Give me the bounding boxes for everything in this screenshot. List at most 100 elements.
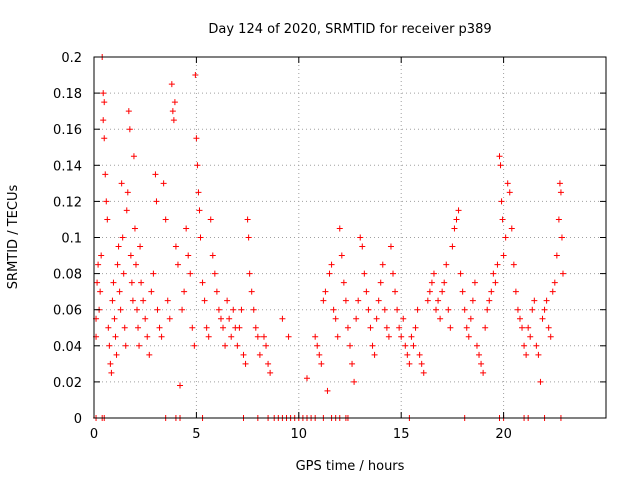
- x-tick-label: 0: [90, 427, 98, 442]
- data-point: [414, 306, 421, 313]
- data-point: [461, 306, 468, 313]
- data-point: [150, 270, 157, 277]
- data-point: [516, 315, 523, 322]
- data-point: [174, 261, 181, 268]
- data-point: [484, 306, 491, 313]
- data-point: [443, 261, 450, 268]
- data-point: [490, 270, 497, 277]
- data-point: [553, 252, 560, 259]
- data-point: [521, 342, 528, 349]
- data-point: [121, 324, 128, 331]
- data-point: [559, 270, 566, 277]
- data-point: [94, 279, 101, 286]
- data-point: [342, 297, 349, 304]
- data-point: [191, 342, 198, 349]
- y-tick-label: 0: [74, 412, 82, 427]
- data-point: [135, 324, 142, 331]
- data-point: [152, 171, 159, 178]
- data-point: [256, 351, 263, 358]
- data-point: [109, 297, 116, 304]
- data-point: [545, 324, 552, 331]
- data-point: [199, 279, 206, 286]
- data-point: [170, 117, 177, 124]
- data-point: [428, 279, 435, 286]
- data-point: [519, 324, 526, 331]
- data-point: [318, 360, 325, 367]
- data-point: [254, 333, 261, 340]
- data-point: [445, 306, 452, 313]
- data-point: [106, 342, 113, 349]
- data-point: [334, 333, 341, 340]
- data-point: [406, 360, 413, 367]
- data-point: [197, 234, 204, 241]
- data-point: [426, 288, 433, 295]
- data-point: [172, 243, 179, 250]
- data-point: [201, 297, 208, 304]
- x-axis-label: GPS time / hours: [296, 459, 405, 474]
- data-point: [463, 324, 470, 331]
- data-point: [316, 351, 323, 358]
- data-point: [330, 306, 337, 313]
- data-point: [476, 351, 483, 358]
- data-point: [344, 324, 351, 331]
- data-point: [439, 288, 446, 295]
- data-point: [189, 324, 196, 331]
- data-point: [383, 324, 390, 331]
- data-point: [467, 315, 474, 322]
- data-point: [114, 261, 121, 268]
- data-point: [451, 225, 458, 232]
- data-point: [377, 279, 384, 286]
- data-point: [215, 306, 222, 313]
- data-point: [144, 333, 151, 340]
- y-tick-label: 0.06: [53, 304, 82, 319]
- data-point: [117, 306, 124, 313]
- data-point: [230, 306, 237, 313]
- data-point: [303, 375, 310, 382]
- data-point: [367, 324, 374, 331]
- y-tick-label: 0.08: [53, 268, 82, 283]
- data-point: [123, 207, 130, 214]
- data-point: [112, 333, 119, 340]
- data-point: [154, 306, 161, 313]
- data-point: [408, 333, 415, 340]
- data-point: [110, 279, 117, 286]
- data-point: [404, 351, 411, 358]
- y-tick-label: 0.18: [53, 87, 82, 102]
- data-point: [514, 306, 521, 313]
- y-tick-label: 0.04: [53, 340, 82, 355]
- data-point: [433, 306, 440, 313]
- data-point: [379, 261, 386, 268]
- data-point: [375, 297, 382, 304]
- data-point: [371, 351, 378, 358]
- data-point: [146, 351, 153, 358]
- data-point: [351, 378, 358, 385]
- data-point: [153, 198, 160, 205]
- data-point: [207, 216, 214, 223]
- y-tick-label: 0.16: [53, 123, 82, 138]
- data-point: [224, 297, 231, 304]
- data-point: [551, 279, 558, 286]
- data-point: [234, 342, 241, 349]
- data-point: [124, 189, 131, 196]
- data-point: [104, 216, 111, 223]
- data-point: [365, 306, 372, 313]
- data-point: [555, 216, 562, 223]
- data-point: [363, 288, 370, 295]
- data-point: [185, 252, 192, 259]
- data-point: [187, 270, 194, 277]
- data-point: [166, 315, 173, 322]
- data-point: [471, 279, 478, 286]
- data-point: [459, 288, 466, 295]
- data-point: [179, 306, 186, 313]
- data-point: [373, 315, 380, 322]
- data-point: [252, 324, 259, 331]
- data-point: [125, 108, 132, 115]
- chart-title: Day 124 of 2020, SRMTID for receiver p38…: [208, 22, 491, 37]
- x-tick-label: 15: [393, 427, 410, 442]
- x-tick-label: 10: [291, 427, 308, 442]
- y-axis-label: SRMTID / TECUs: [6, 185, 21, 290]
- data-point: [424, 297, 431, 304]
- data-point: [430, 270, 437, 277]
- data-point: [128, 279, 135, 286]
- data-point: [539, 315, 546, 322]
